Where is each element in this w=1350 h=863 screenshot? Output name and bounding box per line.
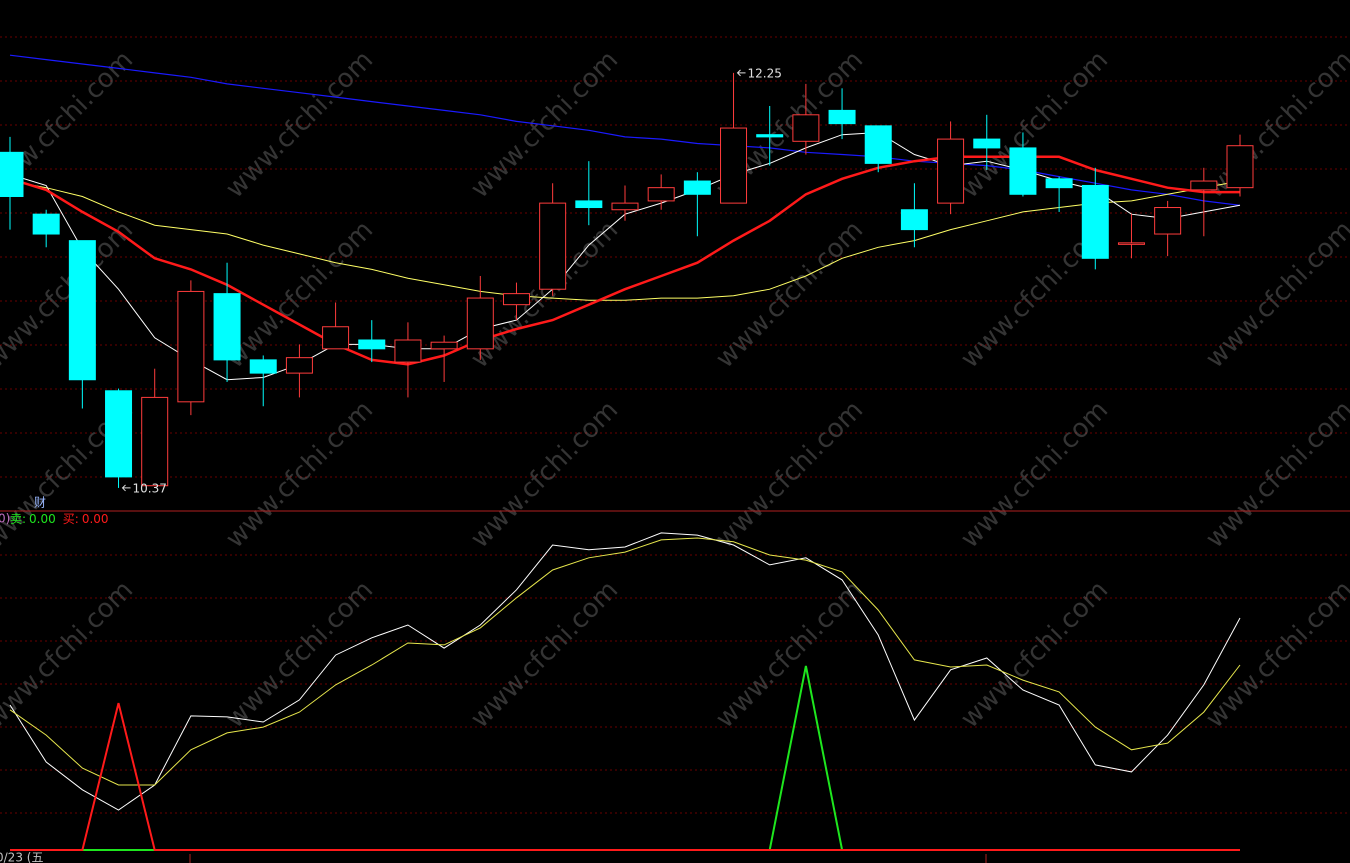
candle-body bbox=[647, 187, 675, 202]
candle-body bbox=[68, 240, 96, 381]
date-label: 0/23 (五 bbox=[0, 851, 43, 863]
candle-body bbox=[539, 202, 567, 290]
indicator-label: 0) bbox=[0, 512, 10, 526]
line-series bbox=[9, 537, 1241, 786]
legend-entry: 卖: 0.00 bbox=[10, 512, 56, 526]
legend-value: 0.00 bbox=[29, 512, 56, 526]
candle-body bbox=[1190, 180, 1218, 191]
candle-body bbox=[105, 390, 133, 478]
line-series bbox=[10, 702, 1240, 851]
finance-label: 财 bbox=[34, 496, 46, 510]
candle-body bbox=[611, 202, 639, 211]
candle-body bbox=[575, 200, 603, 209]
candle-body bbox=[1154, 207, 1182, 235]
candle-body bbox=[213, 293, 241, 361]
candle-body bbox=[1045, 178, 1073, 189]
candle-body bbox=[792, 114, 820, 142]
candle-body bbox=[1117, 242, 1145, 245]
grid bbox=[0, 36, 1350, 814]
candle-body bbox=[466, 297, 494, 350]
candle-body bbox=[973, 138, 1001, 149]
candle-body bbox=[828, 109, 856, 125]
annotation-arrow bbox=[736, 69, 746, 77]
legend-value: 0.00 bbox=[82, 512, 109, 526]
annotation: 10.37 bbox=[133, 481, 167, 495]
candle-body bbox=[720, 127, 748, 204]
candle-body bbox=[394, 339, 422, 363]
candle-body bbox=[177, 290, 205, 403]
candle-body bbox=[900, 209, 928, 231]
candle-body bbox=[1081, 184, 1109, 259]
legend-name: 买: bbox=[63, 512, 79, 526]
candle-body bbox=[358, 339, 386, 350]
annotation-arrow bbox=[121, 484, 131, 492]
legend-name: 卖: bbox=[10, 512, 26, 526]
candle-body bbox=[864, 125, 892, 164]
candle-body bbox=[430, 341, 458, 350]
candle-body bbox=[285, 357, 313, 374]
candle-body bbox=[683, 180, 711, 195]
legend-entry: 买: 0.00 bbox=[63, 512, 109, 526]
candle-body bbox=[0, 151, 24, 197]
candle-body bbox=[1226, 145, 1254, 189]
candle-body bbox=[937, 138, 965, 204]
candle-body bbox=[249, 359, 277, 374]
line-series bbox=[9, 180, 1241, 301]
candle-body bbox=[1009, 147, 1037, 195]
candle-body bbox=[322, 326, 350, 350]
candle-body bbox=[32, 213, 60, 235]
line-series bbox=[9, 532, 1241, 811]
candle-body bbox=[756, 134, 784, 138]
annotation: 12.25 bbox=[748, 66, 782, 80]
candle-body bbox=[141, 396, 169, 487]
candle-body bbox=[502, 293, 530, 306]
